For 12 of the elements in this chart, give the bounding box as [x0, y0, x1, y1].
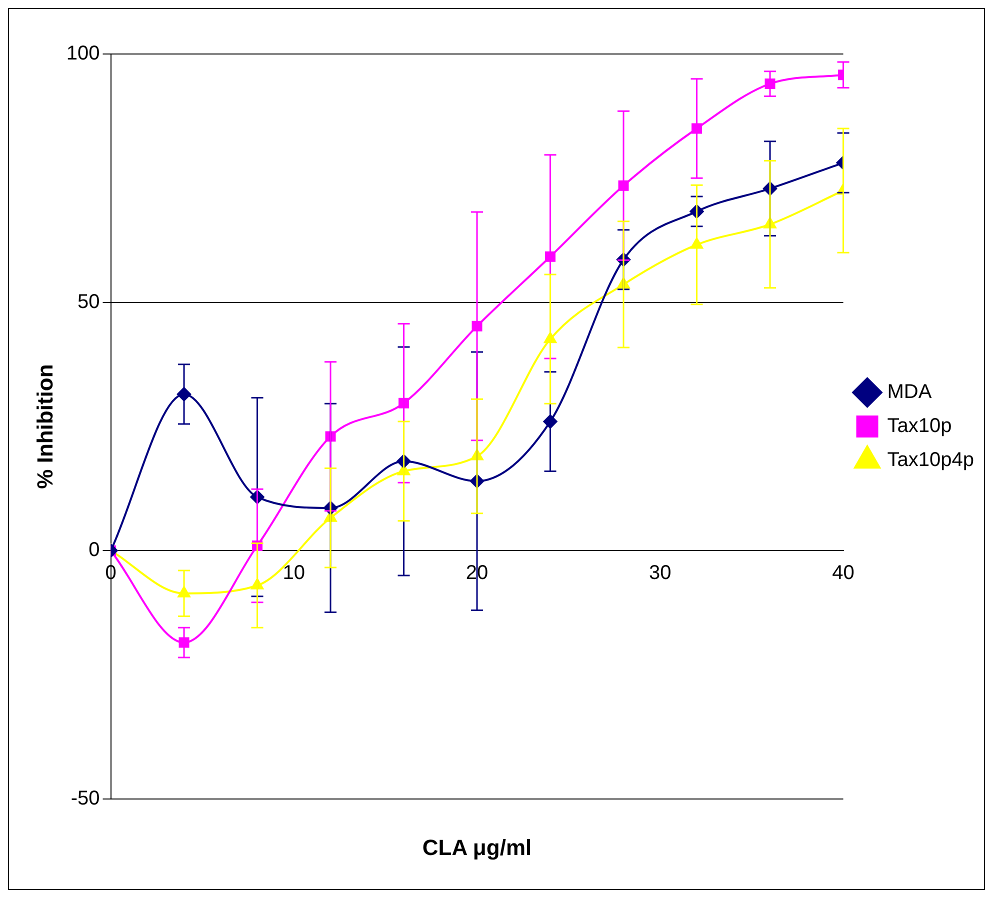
x-tick-label: 30 — [649, 562, 672, 584]
legend-label: Tax10p4p — [887, 449, 974, 472]
x-tick-label: 10 — [282, 562, 306, 584]
y-axis-title: % Inhibition — [32, 364, 58, 489]
legend-label: MDA — [887, 381, 932, 404]
legend-label: Tax10p — [887, 415, 952, 438]
x-tick-label: 40 — [832, 562, 854, 584]
x-axis-title: CLA μg/ml — [422, 835, 532, 860]
y-tick-label: 0 — [88, 539, 100, 562]
y-tick-label: -50 — [70, 788, 100, 810]
y-tick-label: 50 — [78, 290, 100, 313]
y-tick-label: 100 — [66, 42, 100, 65]
